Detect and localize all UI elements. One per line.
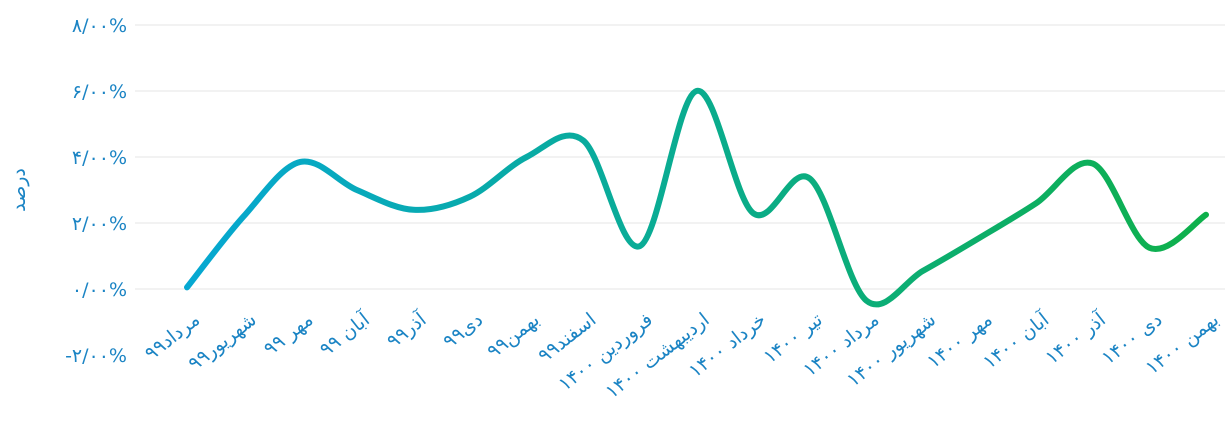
x-tick-label: مهر ۹۹ — [260, 309, 318, 361]
x-tick-label: آذر ۱۴۰۰ — [1040, 307, 1110, 369]
x-tick-label: آبان ۹۹ — [314, 307, 374, 361]
y-tick-label: -۲/۰۰% — [65, 345, 127, 367]
x-tick-label: دی۹۹ — [439, 309, 487, 353]
data-point — [1090, 161, 1096, 167]
data-points — [184, 88, 1209, 304]
data-point — [524, 154, 530, 160]
data-point — [694, 88, 700, 94]
data-point — [750, 210, 756, 216]
data-point — [863, 298, 869, 304]
data-point — [410, 207, 416, 213]
grid-lines — [135, 24, 1225, 290]
data-point — [807, 175, 813, 181]
data-point — [580, 138, 586, 144]
y-axis-ticks: -۲/۰۰% ۰/۰۰% ۲/۰۰% ۴/۰۰% ۶/۰۰% ۸/۰۰% — [65, 15, 127, 367]
data-point — [1033, 200, 1039, 206]
data-point — [1146, 245, 1152, 251]
data-point — [241, 213, 247, 219]
data-point — [637, 243, 643, 249]
data-point — [467, 194, 473, 200]
y-tick-label: ۰/۰۰% — [72, 279, 127, 301]
series-line — [184, 88, 1209, 308]
data-point — [920, 268, 926, 274]
y-tick-label: ۶/۰۰% — [72, 81, 127, 103]
y-tick-label: ۲/۰۰% — [72, 213, 127, 235]
x-tick-label: آذر۹۹ — [382, 307, 431, 353]
x-tick-label: بهمن۹۹ — [483, 309, 544, 363]
data-point — [1203, 212, 1209, 218]
data-point — [354, 187, 360, 193]
data-point — [184, 284, 190, 290]
y-tick-label: ۸/۰۰% — [72, 15, 127, 37]
y-axis-label: درصد — [8, 168, 30, 212]
y-tick-label: ۴/۰۰% — [72, 147, 127, 169]
data-point — [977, 235, 983, 241]
data-point — [297, 159, 303, 165]
